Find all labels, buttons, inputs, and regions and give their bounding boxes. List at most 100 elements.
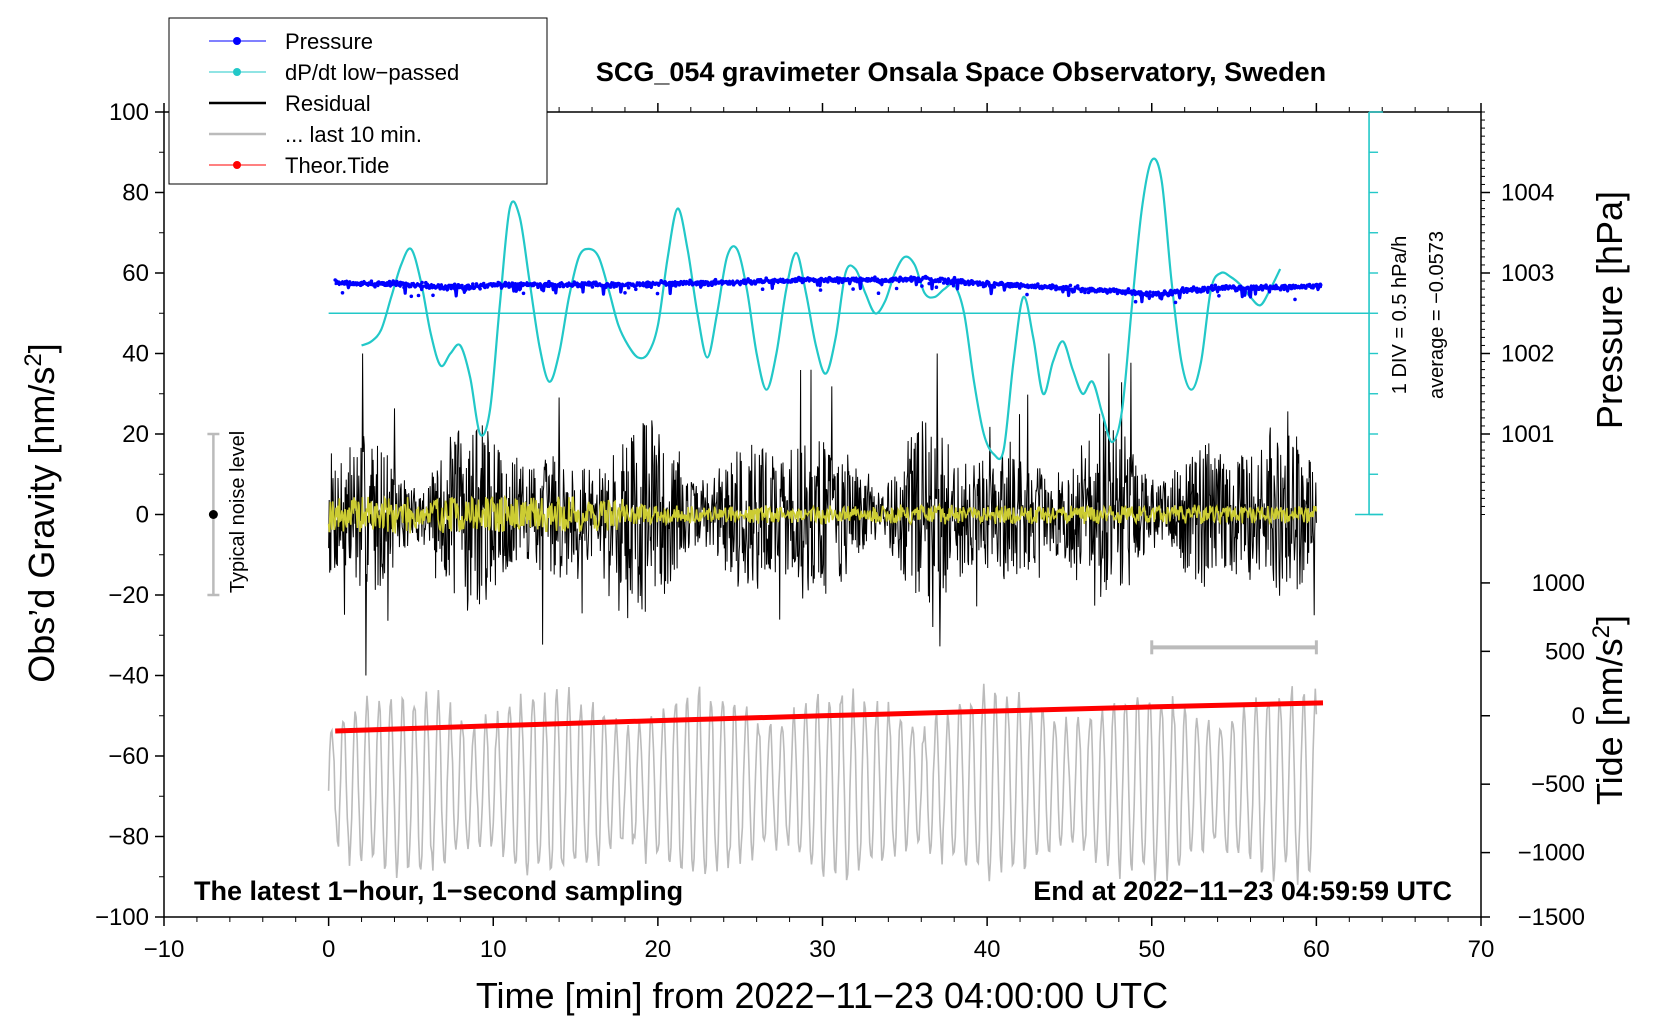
pressure-point [873, 275, 877, 280]
legend-marker [233, 161, 241, 169]
x-tick-label: 0 [322, 936, 335, 963]
pressure-point [742, 281, 747, 286]
pressure-point [1300, 285, 1304, 290]
x-tick-label: 40 [974, 936, 1001, 963]
pressure-point [1314, 282, 1319, 287]
pressure-point [894, 286, 899, 291]
pressure-point [1260, 288, 1265, 292]
pressure-point [626, 285, 631, 290]
pressure-point [424, 280, 428, 285]
pressure-point [1119, 289, 1123, 294]
pressure-point [1267, 288, 1272, 292]
y-tick-label: 80 [122, 180, 149, 207]
pressure-point [1115, 291, 1120, 296]
x-axis-title: Time [min] from 2022−11−23 04:00:00 UTC [476, 975, 1168, 1016]
tide-tick-label: −1500 [1518, 904, 1585, 931]
pressure-point [970, 280, 975, 284]
pressure-point [753, 282, 758, 286]
pressure-point [1043, 285, 1047, 289]
pressure-point [572, 280, 576, 284]
pressure-point [460, 283, 464, 288]
pressure-point [590, 285, 595, 289]
y-tick-label: 20 [122, 421, 149, 448]
pressure-point [601, 285, 605, 289]
pressure-point [442, 287, 446, 291]
pressure-tick-label: 1001 [1501, 421, 1554, 448]
pressure-point [999, 280, 1004, 285]
pressure-point [438, 286, 443, 291]
pressure-point [760, 287, 765, 292]
pressure-point [927, 281, 931, 286]
pressure-point [887, 279, 892, 284]
pressure-point [507, 285, 511, 289]
pressure-point [659, 279, 663, 283]
pressure-point [1304, 286, 1308, 290]
pressure-point [1228, 284, 1232, 289]
pressure-point [1025, 292, 1029, 297]
pressure-point [333, 278, 338, 282]
pressure-point [731, 282, 736, 287]
legend-marker [233, 37, 241, 45]
pressure-point [605, 282, 609, 286]
pressure-point [1217, 294, 1221, 298]
pressure-point [1028, 283, 1033, 288]
pressure-point [981, 284, 986, 289]
pressure-point [920, 284, 924, 288]
pressure-point [1148, 290, 1152, 294]
tide-tick-label: 1000 [1532, 570, 1585, 597]
pressure-point [1202, 286, 1207, 291]
tide-tick-label: 0 [1572, 703, 1585, 730]
pressure-point [833, 279, 837, 283]
pressure-point [395, 279, 399, 284]
pressure-point [358, 283, 363, 288]
tide-tick-label: −500 [1531, 771, 1585, 798]
pressure-point [1184, 286, 1189, 291]
pressure-point [757, 278, 761, 282]
pressure-point [663, 280, 667, 284]
pressure-point [1311, 286, 1315, 290]
pressure-point [1224, 284, 1228, 288]
pressure-point [1112, 289, 1116, 293]
legend-marker [233, 68, 241, 76]
pressure-point [1162, 289, 1167, 293]
pressure-point [1094, 289, 1098, 293]
pressure-point [362, 280, 367, 285]
y-tick-label: 40 [122, 341, 149, 368]
y-axis-tide-title: Tide [nm/s2] [1588, 615, 1630, 805]
pressure-point [865, 279, 870, 283]
legend-label: ... last 10 min. [285, 122, 422, 147]
pressure-point [804, 278, 808, 282]
pressure-point [786, 280, 790, 284]
pressure-point [1213, 283, 1218, 288]
pressure-point [1278, 287, 1283, 292]
pressure-point [1075, 284, 1080, 288]
legend-label: Pressure [285, 29, 373, 54]
pressure-point [905, 277, 910, 281]
pressure-point [576, 284, 580, 289]
pressure-point [405, 283, 410, 288]
pressure-point [1235, 288, 1239, 293]
pressure-point [1257, 287, 1261, 292]
pressure-point [1282, 287, 1286, 292]
pressure-point [956, 279, 960, 284]
pressure-point [525, 283, 529, 288]
pressure-point [351, 280, 356, 285]
pressure-point [1065, 287, 1069, 291]
pressure-point [637, 281, 642, 285]
pressure-point [449, 286, 453, 291]
pressure-point [720, 279, 725, 284]
pressure-point [380, 282, 385, 286]
pressure-point [789, 280, 794, 284]
pressure-point [641, 283, 645, 288]
pressure-point [912, 276, 917, 280]
pressure-point [941, 281, 946, 285]
noise-bar-center [208, 510, 218, 519]
pressure-point [797, 275, 801, 280]
pressure-point [851, 287, 855, 291]
pressure-point [608, 285, 613, 289]
pressure-point [1231, 284, 1236, 288]
pressure-point [373, 284, 377, 289]
pressure-point [858, 276, 863, 281]
pressure-point [1144, 290, 1149, 295]
pressure-point [558, 284, 562, 289]
